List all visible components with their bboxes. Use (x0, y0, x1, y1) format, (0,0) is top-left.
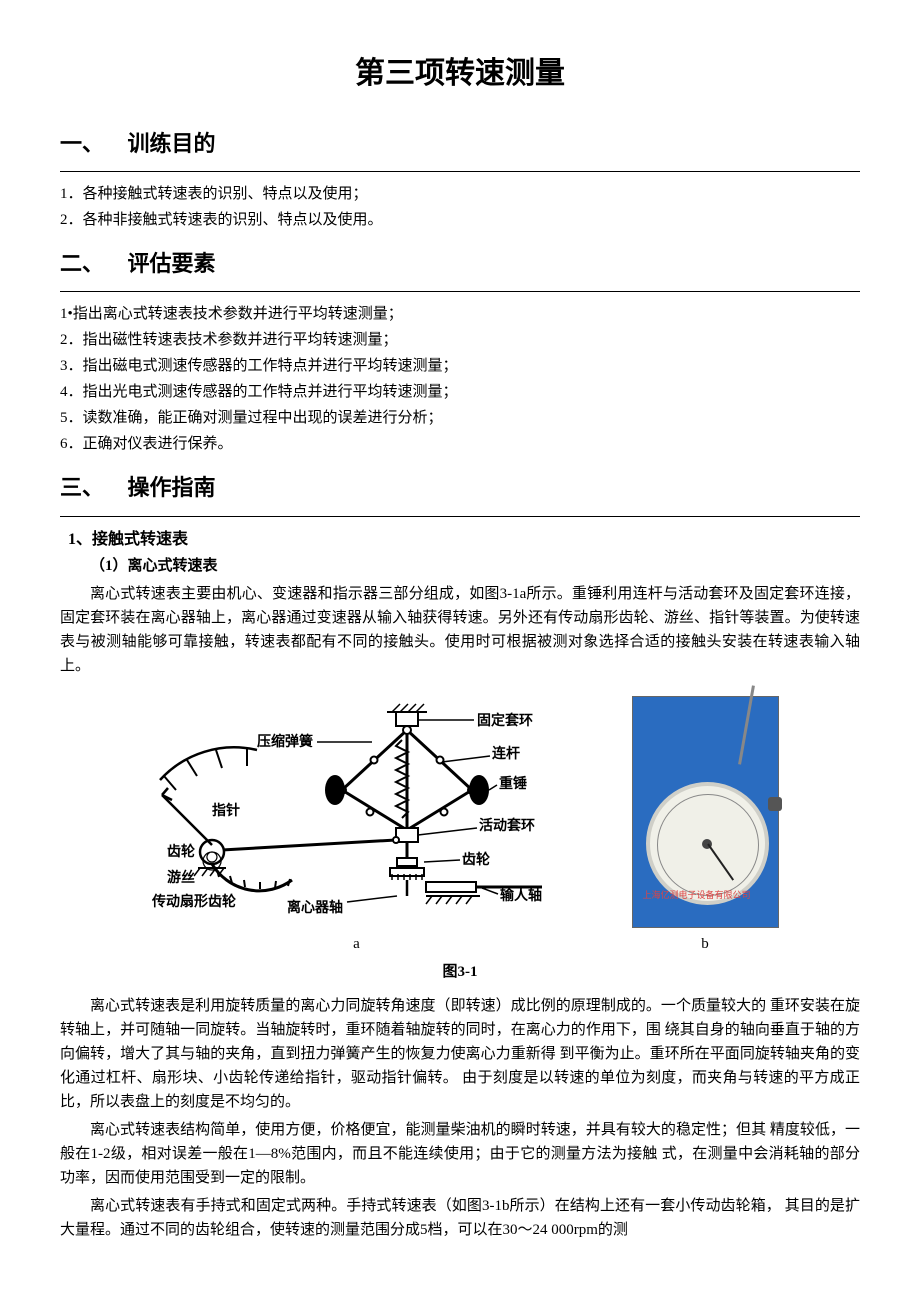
s2-item-4: 4．指出光电式测速传感器的工作特点并进行平均转速测量； (60, 380, 860, 404)
section-2-title: 评估要素 (128, 251, 216, 276)
s2-item-5: 5．读数准确，能正确对测量过程中出现的误差进行分析； (60, 406, 860, 430)
s2-item-6: 6．正确对仪表进行保养。 (60, 432, 860, 456)
section-2-divider (60, 291, 860, 292)
s2-item-1: 1•指出离心式转速表技术参数并进行平均转速测量； (60, 302, 860, 326)
photo-watermark: 上海亿测电子设备有限公司 (643, 888, 751, 902)
document-title: 第三项转速测量 (60, 50, 860, 98)
section-3-num: 三、 (60, 470, 104, 505)
section-3-title: 操作指南 (128, 475, 216, 500)
section-1-num: 一、 (60, 126, 104, 161)
label-centrifuge-shaft: 离心器轴 (287, 899, 343, 915)
section-2-num: 二、 (60, 246, 104, 281)
figure-sublabel-a: a (142, 932, 572, 956)
s3-sub2: （1）离心式转速表 (90, 554, 860, 578)
label-gear-2: 齿轮 (462, 851, 490, 867)
s3-para-2: 离心式转速表是利用旋转质量的离心力同旋转角速度（即转速）成比例的原理制成的。一个… (60, 994, 860, 1114)
s3-sub1: 1、接触式转速表 (68, 527, 860, 553)
label-connecting-rod: 连杆 (492, 745, 520, 761)
s1-item-1: 1．各种接触式转速表的识别、特点以及使用； (60, 182, 860, 206)
section-3-heading: 三、 操作指南 (60, 470, 860, 505)
label-hairspring: 游丝 (167, 869, 195, 885)
figure-caption: 图3-1 (60, 960, 860, 984)
s3-para-1: 离心式转速表主要由机心、变速器和指示器三部分组成，如图3-1a所示。重锤利用连杆… (60, 582, 860, 678)
section-2-heading: 二、 评估要素 (60, 246, 860, 281)
label-gear-1: 齿轮 (167, 843, 195, 859)
s2-item-2: 2．指出磁性转速表技术参数并进行平均转速测量； (60, 328, 860, 352)
label-pointer: 指针 (212, 802, 240, 818)
s1-item-2: 2．各种非接触式转速表的识别、特点以及使用。 (60, 208, 860, 232)
label-weight: 重锤 (499, 775, 527, 791)
figure-sublabel-b: b (632, 932, 779, 956)
section-1-title: 训练目的 (128, 131, 216, 156)
schematic-diagram-icon: 固定套环 连杆 重锤 压缩弹簧 (142, 700, 572, 920)
section-1-heading: 一、 训练目的 (60, 126, 860, 161)
section-1-divider (60, 171, 860, 172)
label-sector-gear: 传动扇形齿轮 (151, 893, 236, 909)
label-movable-collar: 活动套环 (479, 817, 535, 833)
tachometer-photo: 上海亿测电子设备有限公司 (632, 696, 779, 928)
section-3-divider (60, 516, 860, 517)
label-input-shaft: 输人轴 (500, 887, 542, 903)
s2-item-3: 3．指出磁电式测速传感器的工作特点并进行平均转速测量； (60, 354, 860, 378)
label-fixed-collar: 固定套环 (477, 712, 533, 728)
s3-para-4: 离心式转速表有手持式和固定式两种。手持式转速表（如图3-1b所示）在结构上还有一… (60, 1194, 860, 1242)
label-compression-spring: 压缩弹簧 (257, 733, 313, 749)
s3-para-3: 离心式转速表结构简单，使用方便，价格便宜，能测量柴油机的瞬时转速，并具有较大的稳… (60, 1118, 860, 1190)
figure-3-1: 固定套环 连杆 重锤 压缩弹簧 (60, 696, 860, 956)
figure-3-1-b: 上海亿测电子设备有限公司 b (632, 696, 779, 956)
figure-3-1-a: 固定套环 连杆 重锤 压缩弹簧 (142, 700, 572, 956)
